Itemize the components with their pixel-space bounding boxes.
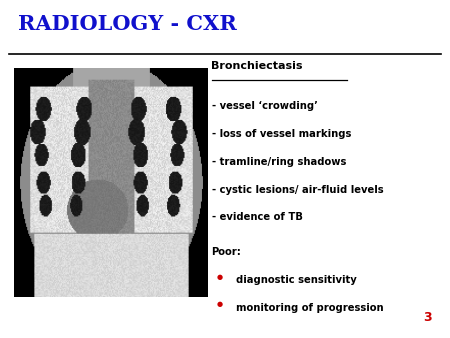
Text: - loss of vessel markings: - loss of vessel markings — [212, 129, 351, 139]
Text: - tramline/ring shadows: - tramline/ring shadows — [212, 157, 346, 167]
Text: - evidence of TB: - evidence of TB — [212, 212, 302, 222]
Text: diagnostic sensitivity: diagnostic sensitivity — [236, 275, 357, 286]
Text: - vessel ‘crowding’: - vessel ‘crowding’ — [212, 101, 317, 112]
Text: 3: 3 — [423, 312, 432, 324]
Text: Bronchiectasis: Bronchiectasis — [212, 61, 303, 71]
Text: - cystic lesions/ air-fluid levels: - cystic lesions/ air-fluid levels — [212, 185, 383, 195]
Text: ●: ● — [217, 301, 223, 308]
Text: monitoring of progression: monitoring of progression — [236, 303, 384, 313]
Text: ●: ● — [217, 274, 223, 280]
Text: RADIOLOGY - CXR: RADIOLOGY - CXR — [18, 14, 237, 33]
Text: Poor:: Poor: — [212, 247, 241, 257]
